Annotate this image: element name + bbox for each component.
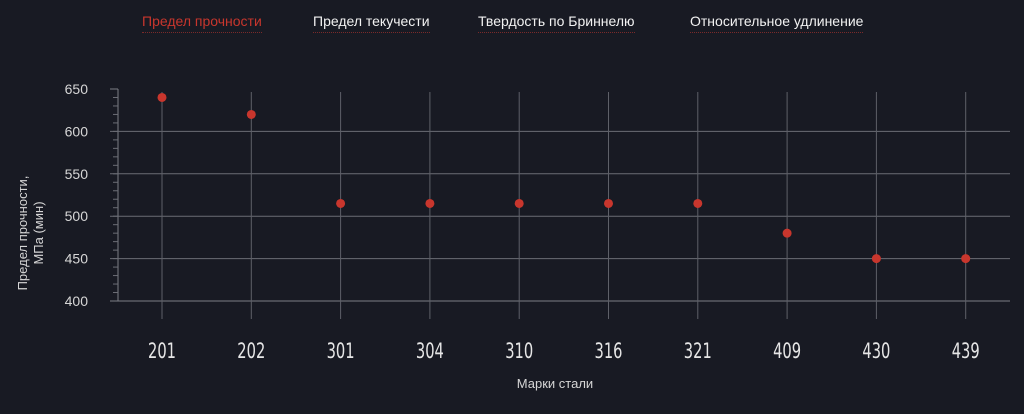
x-tick-label: 310 — [505, 339, 533, 363]
data-point[interactable] — [604, 198, 613, 208]
y-tick-label: 450 — [65, 251, 89, 267]
x-tick-label: 316 — [595, 339, 623, 363]
data-point[interactable] — [871, 254, 881, 264]
x-tick-label: 430 — [862, 339, 890, 363]
x-tick-label: 202 — [237, 339, 265, 363]
data-point[interactable] — [693, 198, 703, 208]
data-point[interactable] — [782, 228, 792, 238]
x-axis-title: Марки стали — [517, 376, 593, 391]
x-tick-label: 321 — [684, 339, 712, 363]
data-point[interactable] — [961, 254, 971, 264]
tab-elongation[interactable]: Относительное удлинение — [690, 13, 864, 33]
chart-tabs: Предел прочности Предел текучести Твердо… — [0, 13, 1024, 37]
y-axis-title-line-2: МПа (мин) — [31, 201, 46, 264]
y-axis-title-line-1: Предел прочности, — [15, 176, 30, 291]
tab-tensile-strength[interactable]: Предел прочности — [142, 13, 262, 33]
x-tick-label: 409 — [773, 339, 801, 363]
tab-yield-strength[interactable]: Предел текучести — [313, 13, 430, 33]
y-tick-label: 600 — [65, 123, 89, 139]
data-point[interactable] — [336, 198, 346, 208]
y-tick-label: 500 — [65, 208, 89, 224]
y-tick-label: 550 — [65, 166, 89, 182]
data-point[interactable] — [246, 109, 256, 119]
x-tick-label: 304 — [416, 339, 444, 363]
data-point[interactable] — [425, 198, 435, 208]
y-tick-label: 400 — [65, 293, 89, 309]
x-tick-label: 439 — [952, 339, 980, 363]
x-tick-label: 201 — [148, 339, 176, 363]
x-tick-label: 301 — [327, 339, 355, 363]
y-tick-label: 650 — [65, 81, 89, 97]
data-point[interactable] — [157, 92, 167, 102]
tab-brinell-hardness[interactable]: Твердость по Бриннелю — [478, 13, 635, 33]
data-point[interactable] — [514, 198, 524, 208]
